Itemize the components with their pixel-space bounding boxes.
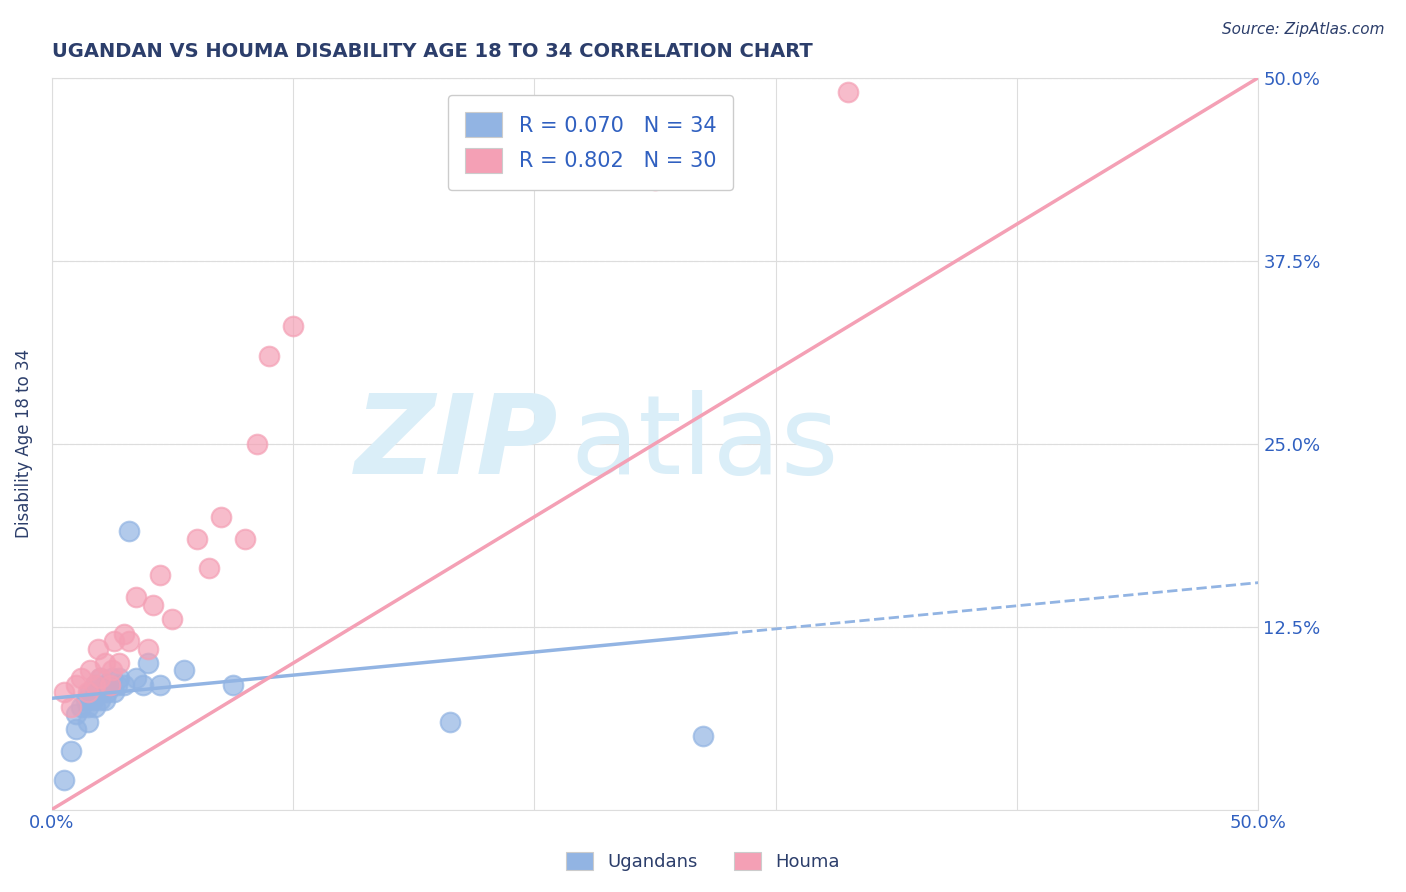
Point <box>84 678 107 692</box>
Point <box>98 678 121 692</box>
Point <box>82 692 104 706</box>
Point <box>60 700 83 714</box>
Point <box>96 685 118 699</box>
Point <box>233 532 256 546</box>
Point <box>79 685 101 699</box>
Text: Source: ZipAtlas.com: Source: ZipAtlas.com <box>1222 22 1385 37</box>
Point <box>98 678 121 692</box>
Point <box>692 729 714 743</box>
Legend: R = 0.070   N = 34, R = 0.802   N = 30: R = 0.070 N = 34, R = 0.802 N = 30 <box>449 95 734 190</box>
Point <box>186 532 208 546</box>
Point <box>65 707 87 722</box>
Point <box>94 656 117 670</box>
Point <box>86 641 108 656</box>
Point <box>77 685 100 699</box>
Point <box>69 671 91 685</box>
Point <box>149 678 172 692</box>
Point <box>136 656 159 670</box>
Point <box>112 627 135 641</box>
Point <box>108 671 131 685</box>
Point <box>142 598 165 612</box>
Point <box>257 349 280 363</box>
Text: UGANDAN VS HOUMA DISABILITY AGE 18 TO 34 CORRELATION CHART: UGANDAN VS HOUMA DISABILITY AGE 18 TO 34… <box>52 42 813 61</box>
Point <box>101 671 124 685</box>
Point <box>94 692 117 706</box>
Point <box>105 678 128 692</box>
Point <box>52 685 75 699</box>
Point <box>118 524 141 539</box>
Point <box>77 700 100 714</box>
Point <box>94 678 117 692</box>
Point <box>136 641 159 656</box>
Point <box>197 561 219 575</box>
Point <box>52 773 75 788</box>
Point <box>439 714 461 729</box>
Point <box>89 671 111 685</box>
Point <box>222 678 245 692</box>
Point <box>125 591 148 605</box>
Point <box>65 678 87 692</box>
Text: ZIP: ZIP <box>356 390 558 497</box>
Point <box>246 436 269 450</box>
Point <box>103 634 125 648</box>
Point <box>837 85 859 99</box>
Point <box>84 700 107 714</box>
Point <box>118 634 141 648</box>
Point <box>162 612 184 626</box>
Point <box>91 685 114 699</box>
Point <box>89 692 111 706</box>
Point <box>209 509 232 524</box>
Point <box>89 671 111 685</box>
Point <box>149 568 172 582</box>
Point <box>77 714 100 729</box>
Point <box>86 685 108 699</box>
Point <box>84 678 107 692</box>
Point <box>60 744 83 758</box>
Point <box>125 671 148 685</box>
Point <box>281 319 304 334</box>
Point <box>112 678 135 692</box>
Text: atlas: atlas <box>571 390 839 497</box>
Point <box>103 685 125 699</box>
Point <box>101 664 124 678</box>
Point <box>108 656 131 670</box>
Y-axis label: Disability Age 18 to 34: Disability Age 18 to 34 <box>15 349 32 538</box>
Point <box>69 700 91 714</box>
Point <box>132 678 155 692</box>
Point <box>75 692 97 706</box>
Point <box>173 664 195 678</box>
Point <box>644 173 666 187</box>
Point <box>79 664 101 678</box>
Point <box>65 722 87 736</box>
Legend: Ugandans, Houma: Ugandans, Houma <box>558 845 848 879</box>
